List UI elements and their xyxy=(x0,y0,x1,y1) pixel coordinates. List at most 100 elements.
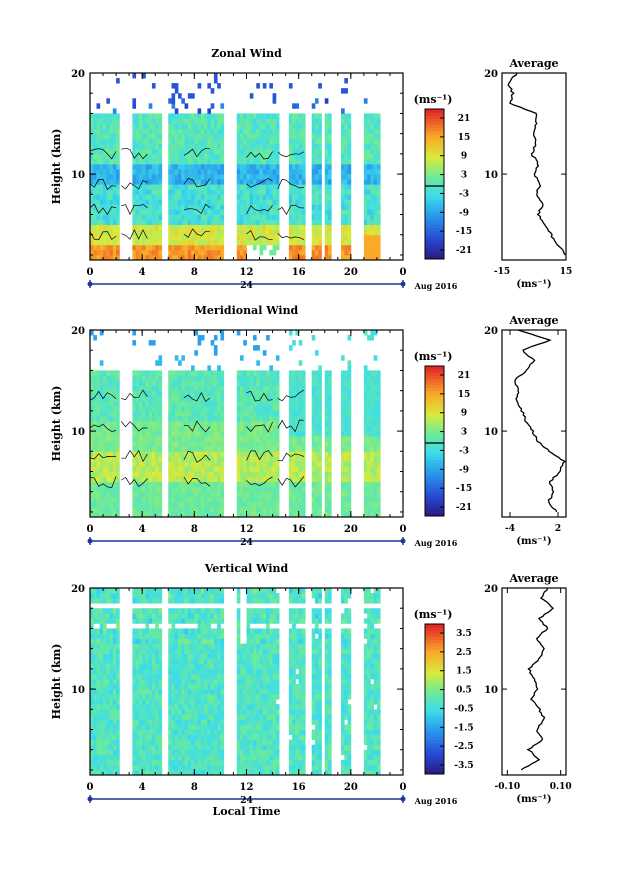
panel3-colorbar-seg xyxy=(425,637,444,641)
panel2-xtick-label: 4 xyxy=(139,524,146,535)
panel1-colorbar-tick-label: -15 xyxy=(456,227,472,237)
panel1-colorbar-seg xyxy=(425,247,444,251)
panel2-colorbar-seg xyxy=(425,500,444,504)
panel1-colorbar-tick-label: -3 xyxy=(459,189,469,199)
panel2-colorbar-seg xyxy=(425,419,444,423)
panel2-colorbar-seg xyxy=(425,460,444,464)
panel3-colorbar-seg xyxy=(425,643,444,647)
panel1-average-xtick-label: -15 xyxy=(494,267,510,277)
panel1-colorbar-tick-label: 3 xyxy=(461,171,467,181)
panel1-colorbar-seg xyxy=(425,240,444,244)
panel3-colorbar-seg xyxy=(425,715,444,719)
panel1-xtick-label: 4 xyxy=(139,267,146,278)
panel2-average-xtick-label: 2 xyxy=(555,524,561,534)
panel1-colorbar-seg xyxy=(425,215,444,219)
panel1-date-label: Aug 2016 xyxy=(414,281,458,291)
panel3-colorbar-tick-label: 2.5 xyxy=(456,648,472,658)
panel2-colorbar-seg xyxy=(425,504,444,508)
panel3-average-title: Average xyxy=(508,572,558,585)
panel2-average-ytick-label: 20 xyxy=(484,326,498,337)
panel3-ytick-label: 10 xyxy=(71,685,85,696)
panel1-colorbar-seg xyxy=(425,137,444,141)
panel3-colorbar-seg xyxy=(425,693,444,697)
panel2-colorbar-seg xyxy=(425,366,444,370)
panel3-average-xtick-label: -0.10 xyxy=(495,782,521,792)
panel2-colorbar-seg xyxy=(425,494,444,498)
panel1-day-label: 24 xyxy=(240,281,253,291)
panel1-xtick-label: 20 xyxy=(344,267,358,278)
panel1-colorbar-seg xyxy=(425,150,444,154)
panel3-ytick-label: 20 xyxy=(71,584,85,595)
panel2-ytick-label: 10 xyxy=(71,427,85,438)
panel3-colorbar-seg xyxy=(425,762,444,766)
panel1-colorbar-seg xyxy=(425,243,444,247)
panel1-average-frame xyxy=(502,73,566,260)
panel3-title: Vertical Wind xyxy=(204,562,289,575)
panel3-average-frame xyxy=(502,588,566,775)
panel1-colorbar-seg xyxy=(425,200,444,204)
panel3-xtick-label: 0 xyxy=(87,782,94,793)
panel1-colorbar-seg xyxy=(425,128,444,132)
panel2-colorbar-seg xyxy=(425,491,444,495)
panel3-heatmap xyxy=(90,588,381,775)
panel3-colorbar-seg xyxy=(425,699,444,703)
panel1-colorbar-seg xyxy=(425,225,444,229)
panel3-colorbar-seg xyxy=(425,674,444,678)
panel1-ytick-label: 10 xyxy=(71,170,85,181)
panel1-xtick-label: 0 xyxy=(400,267,407,278)
panel2-colorbar-seg xyxy=(425,438,444,442)
panel1-colorbar-seg xyxy=(425,175,444,179)
panel2-colorbar-seg xyxy=(425,479,444,483)
panel1-colorbar-seg xyxy=(425,178,444,182)
panel2-colorbar-seg xyxy=(425,457,444,461)
panel1-colorbar-tick-label: 9 xyxy=(461,152,467,162)
panel1-colorbar-seg xyxy=(425,187,444,191)
panel2-xtick-label: 20 xyxy=(344,524,358,535)
panel1-colorbar-tick-label: -9 xyxy=(459,208,469,218)
panel1-colorbar-seg xyxy=(425,125,444,129)
panel2-colorbar-seg xyxy=(425,413,444,417)
panel2-colorbar-seg xyxy=(425,454,444,458)
panel3-colorbar-seg xyxy=(425,737,444,741)
panel3-colorbar-seg xyxy=(425,677,444,681)
panel3-colorbar-tick-label: -3.5 xyxy=(454,761,473,771)
panel2-colorbar-seg xyxy=(425,379,444,383)
panel3-xtick-label: 12 xyxy=(240,782,254,793)
panel2-date-label: Aug 2016 xyxy=(414,538,458,548)
panel3-colorbar-tick-label: -1.5 xyxy=(454,723,473,733)
panel2-colorbar-tick-label: 3 xyxy=(461,428,467,438)
panel2-colorbar-label: (ms⁻¹) xyxy=(414,350,453,363)
panel2-colorbar-seg xyxy=(425,497,444,501)
panel3-colorbar-seg xyxy=(425,740,444,744)
panel3-colorbar-seg xyxy=(425,640,444,644)
panel1-colorbar-seg xyxy=(425,112,444,116)
panel1-colorbar-seg xyxy=(425,162,444,166)
panel3-xtick-label: 20 xyxy=(344,782,358,793)
panel2-colorbar-seg xyxy=(425,444,444,448)
panel2-colorbar-tick-label: 15 xyxy=(458,390,471,400)
panel2-colorbar-seg xyxy=(425,385,444,389)
panel3-colorbar-tick-label: 3.5 xyxy=(456,629,472,639)
panel3-date-dot xyxy=(88,797,93,802)
panel3-colorbar-seg xyxy=(425,768,444,772)
panel2-average-xtick-label: -4 xyxy=(505,524,515,534)
panel2-colorbar-tick-label: 9 xyxy=(461,409,467,419)
panel2-date-dot xyxy=(88,539,93,544)
panel3-colorbar-seg xyxy=(425,702,444,706)
panel3-colorbar-label: (ms⁻¹) xyxy=(414,608,453,621)
panel2-colorbar-seg xyxy=(425,416,444,420)
panel3-colorbar-seg xyxy=(425,655,444,659)
panel3-xtick-label: 0 xyxy=(400,782,407,793)
panel2-colorbar-seg xyxy=(425,482,444,486)
panel3-colorbar-seg xyxy=(425,733,444,737)
panel1-title: Zonal Wind xyxy=(211,47,282,60)
panel2-colorbar-seg xyxy=(425,475,444,479)
panel3-colorbar-seg xyxy=(425,662,444,666)
panel2-heatmap xyxy=(90,330,381,517)
panel2-colorbar-seg xyxy=(425,463,444,467)
panel3-average-line xyxy=(521,588,553,770)
panel1-colorbar-seg xyxy=(425,253,444,257)
panel2-colorbar-seg xyxy=(425,425,444,429)
panel1-colorbar-seg xyxy=(425,237,444,241)
panel2-ylabel: Height (km) xyxy=(50,386,63,462)
